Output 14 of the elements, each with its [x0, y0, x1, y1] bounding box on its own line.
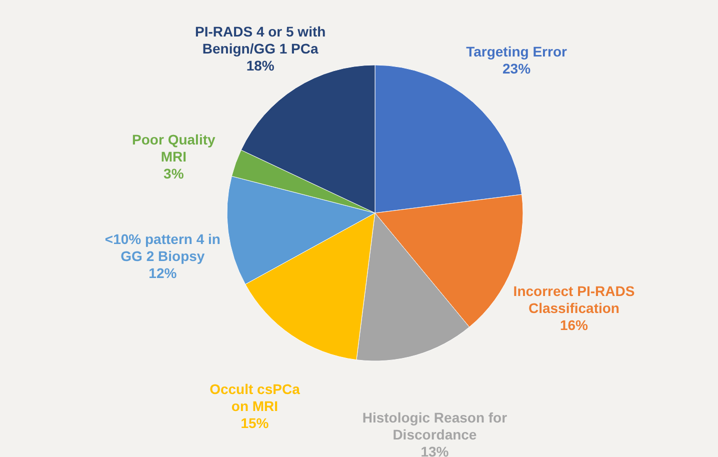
data-label: 15% [240, 414, 270, 431]
data-label: 18% [246, 57, 275, 74]
slice-label: Poor Quality MRI [132, 132, 216, 165]
data-label: 13% [420, 444, 450, 457]
data-label: 3% [164, 166, 184, 182]
slice-label: Histologic Reason for Discordance [362, 410, 508, 443]
data-label: 16% [560, 316, 589, 333]
data-label: 12% [148, 264, 178, 281]
slice-label: PI-RADS 4 or 5 with Benign/GG 1 PCa [194, 23, 326, 56]
slice-label: Incorrect PI-RADS Classification [513, 282, 635, 316]
data-label: 23% [502, 60, 532, 76]
slice-label: Occult csPCa on MRI [210, 380, 300, 414]
slice-label: <10% pattern 4 in GG 2 Biopsy [104, 230, 220, 264]
slice-label: Targeting Error [466, 43, 568, 60]
